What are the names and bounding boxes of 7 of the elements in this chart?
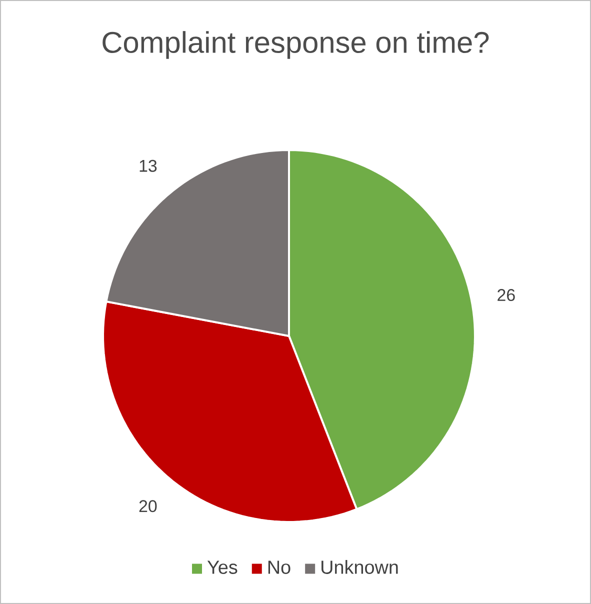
legend-label: No [268,560,290,574]
data-label: 20 [139,500,157,512]
data-label: 26 [498,289,515,302]
legend-label: Unknown [322,560,398,574]
chart-title: Complaint response on time? [102,31,489,59]
data-label: 13 [140,160,157,172]
legend-label: Yes [207,560,238,574]
